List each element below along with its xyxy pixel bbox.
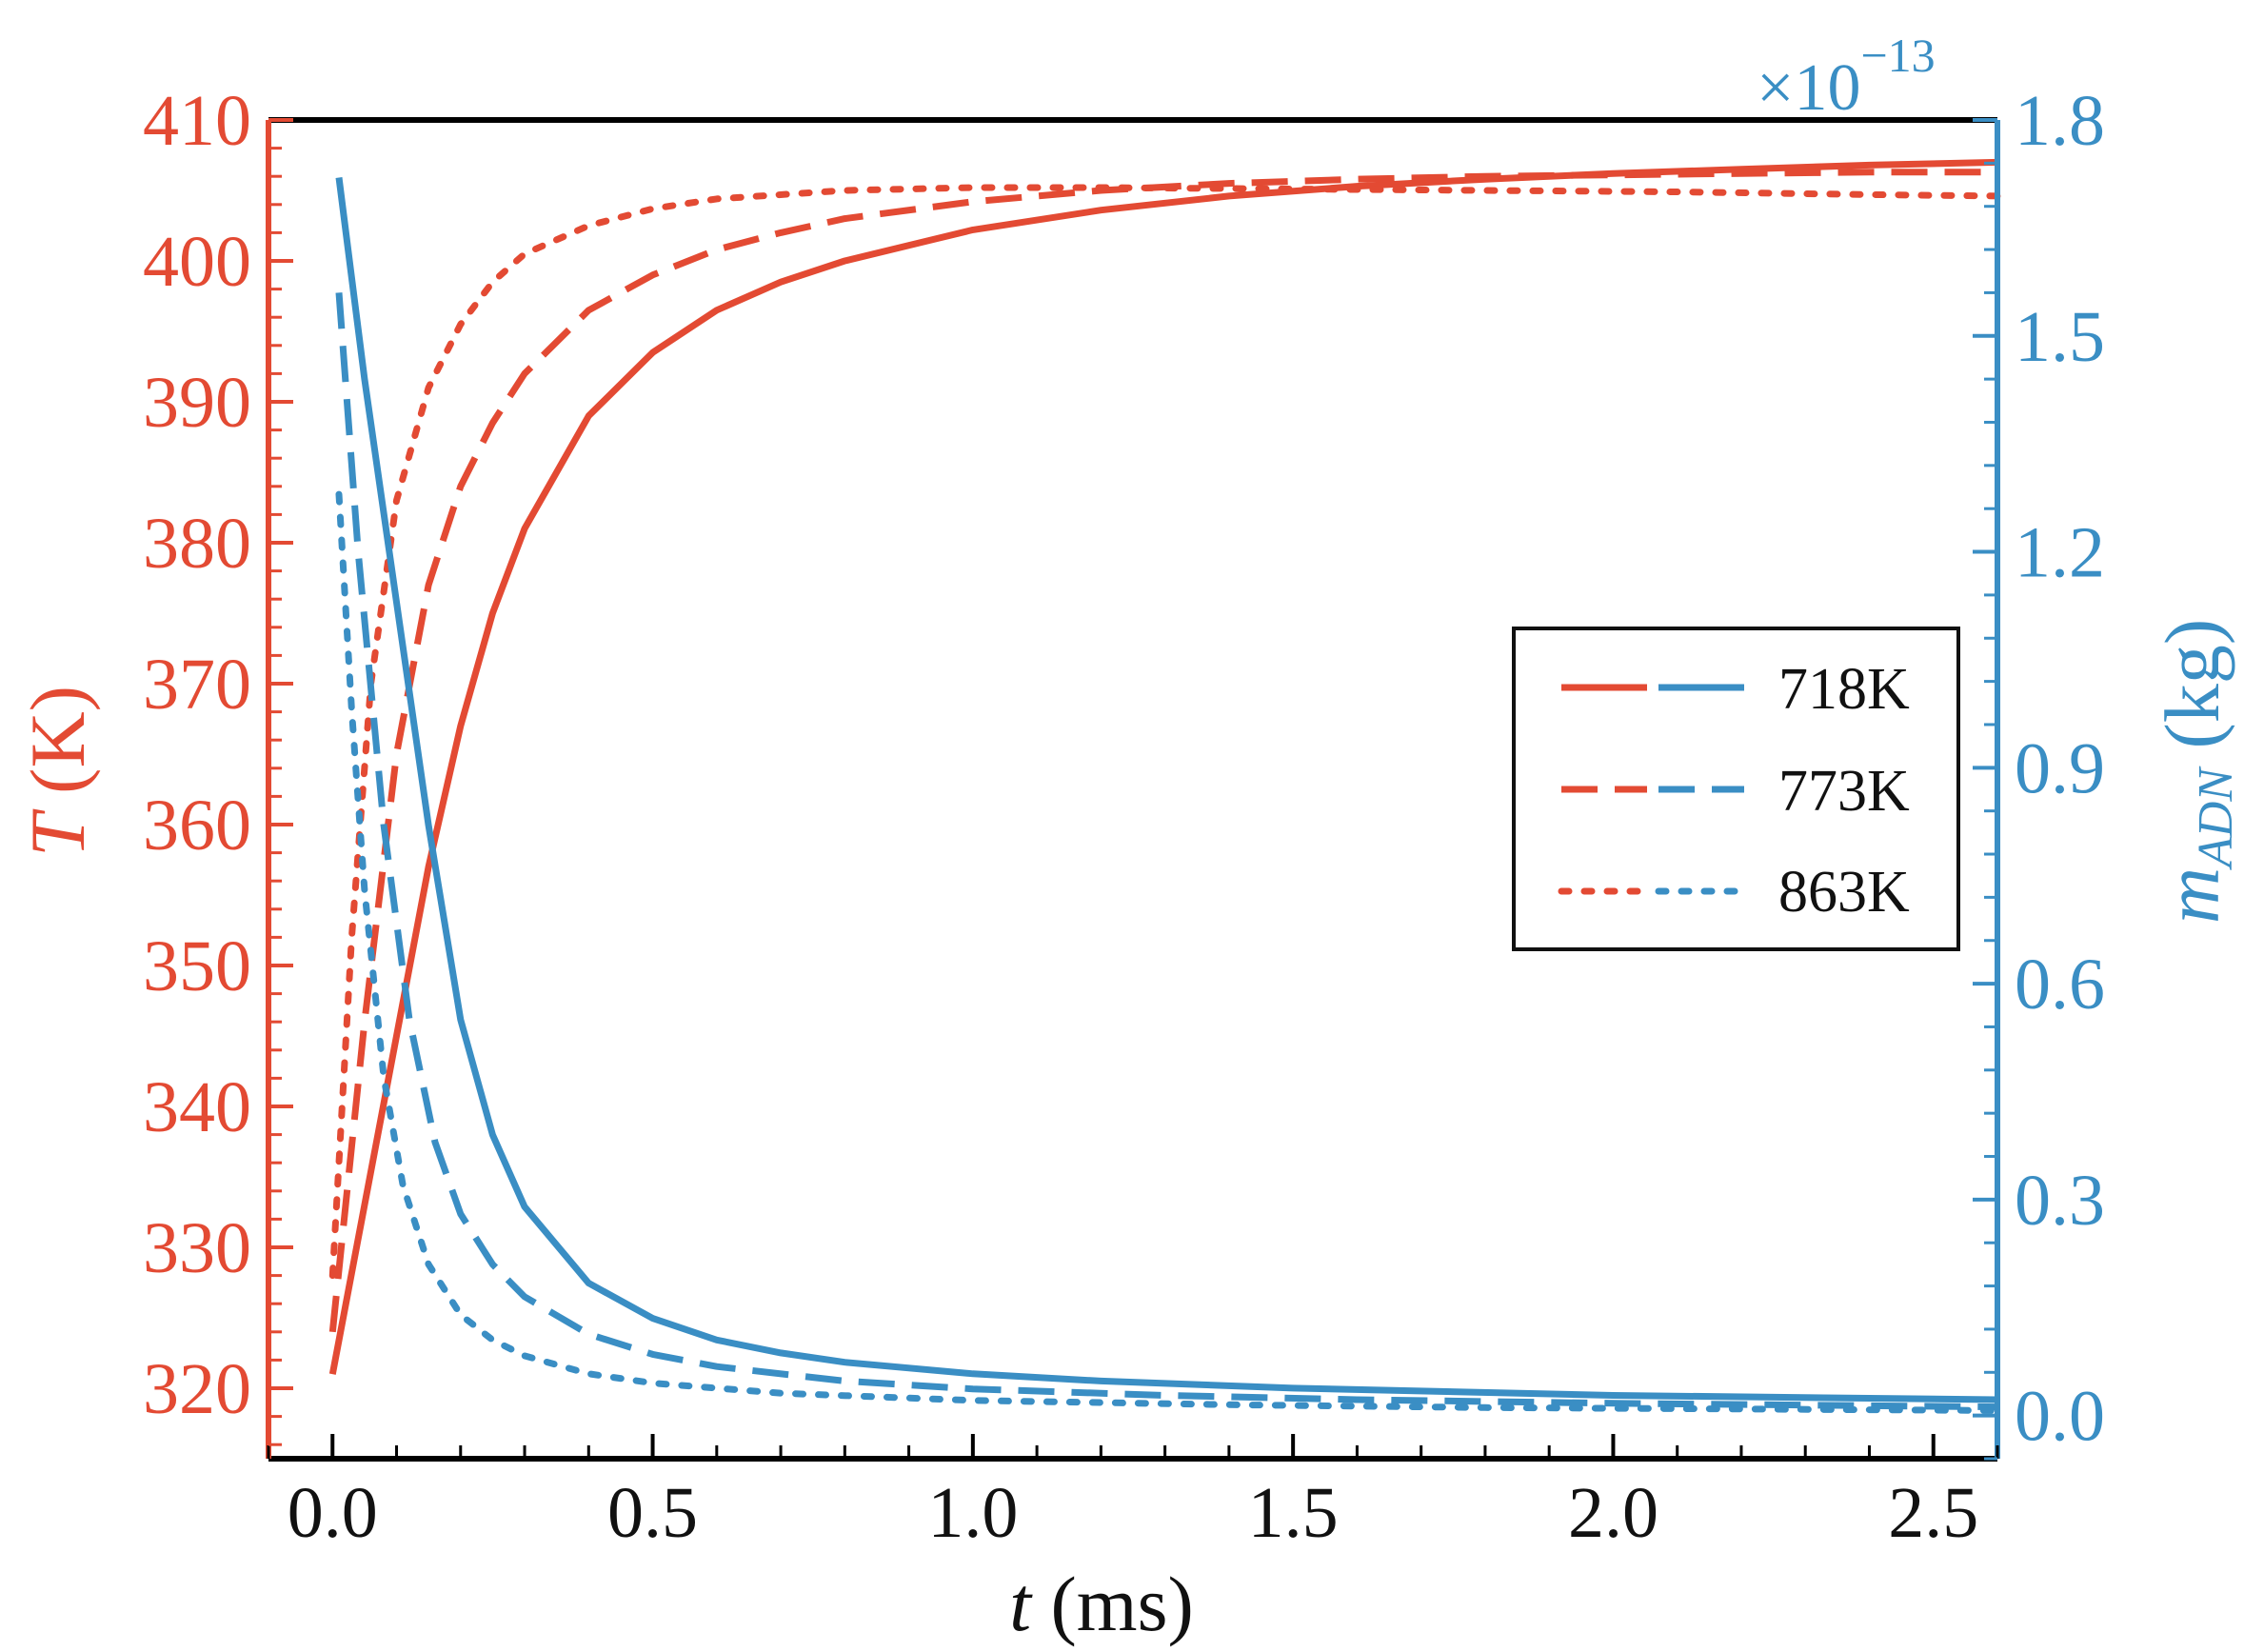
y-left-tick-label: 400 [143,222,251,302]
series-line-t-863k [328,184,2001,1280]
y-left-tick-label: 330 [143,1208,251,1288]
y-left-tick-label: 370 [143,645,251,725]
axes-layer: 0.0 0.5 1.0 1.5 2.0 2.5 320 330 340 350 360 370 380 3… [143,81,2105,1553]
legend-label-773k: 773K [1778,759,1910,824]
y-left-tick-label: 360 [143,786,251,866]
y-right-multiplier: ×10−13 [1757,29,1936,125]
y-right-tick-label: 0.6 [2015,945,2105,1025]
y-left-tick-label: 320 [143,1349,251,1429]
series-line-t-773k [328,169,1997,1333]
y-left-axis-title: T (K) [14,686,101,857]
y-right-tick-label: 1.5 [2015,297,2105,377]
series-line-t-718k [328,158,1998,1375]
series-line-m-863k [335,490,2001,1414]
x-tick-label: 2.5 [1888,1473,1978,1553]
y-right-tick-label: 0.0 [2015,1377,2105,1457]
y-right-axis-title: mADN (kg) [2149,619,2243,924]
y-left-tick-label: 380 [143,504,251,584]
y-left-tick-label: 410 [143,81,251,161]
y-right-tick-label: 1.2 [2015,513,2105,593]
x-axis-title: t (ms) [1009,1561,1194,1647]
x-tick-label: 1.0 [927,1473,1018,1553]
x-tick-label: 1.5 [1248,1473,1339,1553]
y-right-tick-label: 1.8 [2015,81,2105,161]
series-line-m-773k [335,292,1998,1411]
y-right-tick-label: 0.3 [2015,1161,2105,1241]
y-right-tick-label: 0.9 [2015,728,2105,808]
legend-label-863k: 863K [1778,860,1910,925]
legend-samples [1558,684,1748,895]
series-line-m-718k [335,177,1998,1403]
legend: 718K 773K 863K [1512,627,1960,951]
y-left-tick-label: 350 [143,926,251,1006]
x-tick-label: 0.0 [288,1473,378,1553]
series-layer [328,158,2001,1414]
y-left-tick-label: 390 [143,363,251,443]
x-tick-label: 0.5 [607,1473,698,1553]
y-left-tick-label: 340 [143,1067,251,1147]
x-tick-label: 2.0 [1568,1473,1658,1553]
legend-label-718k: 718K [1778,657,1910,722]
